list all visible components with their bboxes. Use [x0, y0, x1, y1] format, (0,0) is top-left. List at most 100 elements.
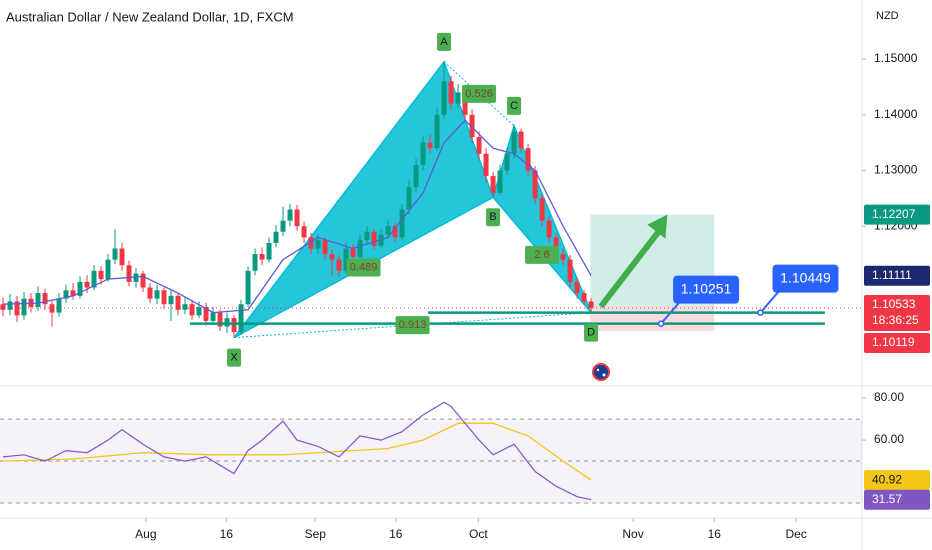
target-badge-bg — [864, 204, 930, 225]
candle-body — [224, 318, 230, 327]
candle-body — [126, 265, 132, 282]
candle-body — [119, 248, 125, 266]
y-tick-label: 1.13000 — [874, 163, 918, 177]
candle-body — [441, 81, 447, 115]
candle-body — [476, 137, 482, 154]
pattern-point-box — [437, 32, 452, 51]
candle-body — [511, 131, 517, 154]
x-tick-label: Oct — [469, 527, 488, 541]
pattern-point-label: C — [510, 100, 518, 112]
candle-body — [273, 231, 279, 243]
rsi-ma-line — [2, 422, 592, 481]
rsi-line — [2, 401, 592, 501]
pattern-leg — [233, 196, 494, 339]
callout-label: 1.10449 — [780, 269, 831, 285]
candle-body — [427, 142, 433, 149]
callout-box — [772, 264, 839, 293]
target-badge: 1.12207 — [872, 207, 916, 221]
rsi-band — [0, 419, 862, 504]
candle-body — [231, 318, 237, 333]
ratio-label: 2.6 — [534, 249, 549, 261]
candle-body — [392, 226, 398, 238]
pattern-point-label: B — [489, 211, 496, 223]
candle-body — [567, 259, 573, 282]
candle-body — [329, 254, 335, 260]
ratio-box — [525, 245, 560, 264]
callout-pointer — [759, 290, 780, 314]
candle-body — [413, 164, 419, 188]
candle-body — [98, 270, 104, 280]
candle-body — [84, 281, 90, 288]
candle-body — [385, 226, 391, 235]
candle-body — [175, 295, 181, 310]
candle-body — [21, 298, 27, 316]
candle-body — [462, 92, 468, 115]
ratio-box — [346, 258, 381, 277]
candle-body — [63, 290, 69, 299]
candle-body — [518, 131, 524, 149]
candle-body — [455, 92, 461, 104]
x-tick-label: Nov — [622, 527, 643, 541]
candle-body — [560, 254, 566, 260]
pattern-point-label: X — [230, 352, 238, 364]
pattern-leg — [492, 196, 592, 313]
callout-box — [673, 275, 740, 304]
candle-body — [343, 248, 349, 271]
candle-body — [553, 237, 559, 255]
candle-body — [189, 304, 195, 316]
rsi-ma-badge: 40.92 — [872, 472, 902, 486]
candle-body — [497, 170, 503, 193]
candle-body — [266, 242, 272, 260]
candle-body — [35, 293, 41, 307]
candle-body — [322, 240, 328, 255]
candle-body — [91, 270, 97, 288]
candle-body — [217, 312, 223, 327]
candle-body — [406, 187, 412, 210]
candle-body — [77, 281, 83, 296]
pattern-point-box — [486, 208, 501, 227]
candle-body — [287, 209, 293, 221]
candle-body — [308, 237, 314, 249]
rsi-badge: 31.57 — [872, 492, 902, 506]
pattern-point-box — [507, 96, 522, 115]
candle-body — [105, 259, 111, 280]
candle-body — [581, 293, 587, 302]
candle-body — [238, 304, 244, 333]
x-tick-label: Sep — [305, 527, 327, 541]
candle-body — [434, 114, 440, 149]
x-tick-label: 16 — [220, 527, 234, 541]
candle-body — [574, 281, 580, 294]
candle-body — [371, 231, 377, 246]
candle-body — [504, 153, 510, 171]
stop-zone — [590, 306, 715, 332]
candle-body — [133, 273, 139, 282]
candle-body — [336, 259, 342, 271]
candle-body — [483, 153, 489, 177]
ma-badge: 1.11111 — [872, 268, 912, 282]
ratio-box — [395, 316, 430, 335]
candle-body — [147, 287, 153, 299]
ma-badge-bg — [864, 265, 930, 286]
currency: NZD — [876, 10, 899, 22]
x-tick-label: Dec — [786, 527, 807, 541]
candle-body — [7, 301, 13, 310]
arrow-head — [647, 214, 668, 239]
x-tick-label: 16 — [389, 527, 403, 541]
chart-title: Australian Dollar / New Zealand Dollar, … — [6, 9, 294, 24]
last-price-badge-bg — [864, 294, 930, 331]
y-tick-label: 1.14000 — [874, 107, 918, 121]
candle-body — [399, 209, 405, 238]
candle-body — [196, 306, 202, 316]
pattern-point-box — [584, 323, 599, 342]
candle-body — [364, 231, 370, 241]
callout-label: 1.10251 — [681, 280, 732, 296]
candle-body — [161, 290, 167, 305]
candle-body — [203, 306, 209, 321]
last-price-badge: 1.10533 — [872, 297, 916, 311]
candle-body — [182, 304, 188, 310]
ratio-label: 0.526 — [465, 88, 493, 100]
pattern-point-label: A — [440, 36, 448, 48]
candle-body — [546, 220, 552, 238]
flag-icon — [592, 363, 610, 381]
